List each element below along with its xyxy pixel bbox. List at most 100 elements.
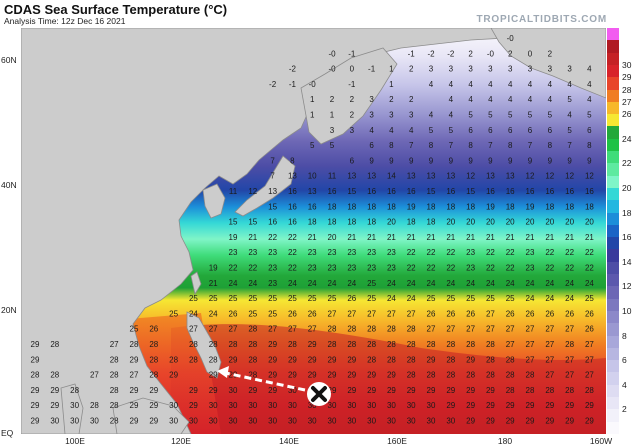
- sst-value: 23: [526, 248, 535, 257]
- sst-value: 2: [350, 95, 355, 104]
- sst-value: 24: [545, 294, 554, 303]
- sst-value: 29: [149, 386, 158, 395]
- sst-value: 16: [288, 187, 297, 196]
- sst-value: 25: [466, 294, 475, 303]
- sst-value: 0: [528, 49, 533, 58]
- sst-value: 29: [347, 386, 356, 395]
- track-arrowhead: [217, 366, 229, 378]
- colorbar-label: 26: [622, 109, 632, 120]
- sst-value: 1: [389, 65, 394, 74]
- sst-value: 28: [90, 401, 99, 410]
- sst-value: 29: [268, 371, 277, 380]
- sst-value: 24: [407, 294, 416, 303]
- sst-value: 1: [330, 111, 335, 120]
- sst-value: -0: [328, 49, 336, 58]
- sst-value: 29: [427, 386, 436, 395]
- sst-value: 16: [585, 187, 594, 196]
- x-icon: [307, 382, 331, 406]
- sst-value: 16: [565, 187, 574, 196]
- sst-value: 28: [248, 371, 257, 380]
- sst-value: 28: [585, 386, 594, 395]
- sst-value: 29: [130, 417, 139, 426]
- sst-value: 30: [248, 401, 257, 410]
- sst-value: 28: [407, 340, 416, 349]
- sst-value: 22: [288, 264, 297, 273]
- sst-value: 29: [130, 386, 139, 395]
- sst-value: 6: [528, 126, 533, 135]
- lon-label-120e: 120E: [171, 436, 191, 446]
- sst-value: 22: [585, 248, 594, 257]
- sst-value: 29: [50, 401, 59, 410]
- sst-value: 30: [446, 417, 455, 426]
- sst-value: 28: [328, 325, 337, 334]
- sst-value: 28: [189, 355, 198, 364]
- sst-value: 27: [585, 340, 594, 349]
- sst-value: 29: [50, 386, 59, 395]
- sst-value: 28: [387, 325, 396, 334]
- sst-value: 29: [407, 386, 416, 395]
- sst-value: 4: [429, 80, 434, 89]
- sst-value: 8: [587, 141, 592, 150]
- sst-value: 19: [209, 264, 218, 273]
- sst-value: 3: [488, 65, 493, 74]
- sst-value: 29: [328, 355, 337, 364]
- sst-value: 11: [229, 187, 238, 196]
- sst-value: 16: [407, 187, 416, 196]
- sst-value: 27: [526, 340, 535, 349]
- sst-value: 22: [427, 264, 436, 273]
- sst-value: 24: [387, 279, 396, 288]
- sst-value: 5: [528, 111, 533, 120]
- sst-value: 28: [110, 386, 119, 395]
- sst-value: 23: [387, 248, 396, 257]
- colorbar-swatch: [607, 89, 619, 103]
- sst-value: 30: [268, 401, 277, 410]
- sst-value: 24: [446, 279, 455, 288]
- sst-value: 29: [288, 355, 297, 364]
- colorbar-swatch: [607, 114, 619, 127]
- colorbar-swatch: [607, 384, 619, 398]
- sst-value: 28: [50, 371, 59, 380]
- sst-value: 5: [567, 95, 572, 104]
- sst-value: 16: [545, 187, 554, 196]
- sst-value: 26: [288, 309, 297, 318]
- colorbar-swatch: [607, 249, 619, 263]
- sst-value: 30: [328, 417, 337, 426]
- sst-value: 30: [288, 386, 297, 395]
- sst-value: 8: [548, 141, 553, 150]
- lat-label-eq: EQ: [1, 428, 14, 438]
- sst-value: 22: [506, 264, 515, 273]
- sst-value: 4: [528, 80, 533, 89]
- borneo: [112, 397, 190, 434]
- colorbar-swatch: [607, 360, 619, 373]
- colorbar-swatch: [607, 409, 619, 423]
- sst-value: 6: [468, 126, 473, 135]
- colorbar-swatch: [607, 175, 619, 189]
- sst-value: 4: [449, 80, 454, 89]
- sst-value: 26: [229, 309, 238, 318]
- sst-value: 23: [229, 248, 238, 257]
- colorbar-swatch: [607, 28, 619, 41]
- sst-value: 29: [545, 417, 554, 426]
- sst-value: 4: [508, 80, 513, 89]
- sst-value: 28: [288, 340, 297, 349]
- sst-value: 27: [486, 325, 495, 334]
- taiwan: [190, 271, 202, 296]
- map-title: CDAS Sea Surface Temperature (°C): [4, 2, 228, 17]
- sst-value: 21: [545, 233, 554, 242]
- sst-value: 4: [567, 80, 572, 89]
- sst-value: 1: [310, 95, 315, 104]
- colorbar-label: 28: [622, 84, 632, 95]
- sst-value: 7: [409, 141, 414, 150]
- sst-value: 29: [308, 371, 317, 380]
- sst-value: 4: [449, 95, 454, 104]
- sst-value: 23: [268, 264, 277, 273]
- sst-value: 28: [110, 355, 119, 364]
- sst-value: 27: [565, 325, 574, 334]
- colorbar-label: 14: [622, 256, 632, 267]
- sst-value: 21: [387, 233, 396, 242]
- sst-value: 15: [248, 218, 257, 227]
- sst-value: 29: [347, 355, 356, 364]
- sst-value: 16: [446, 187, 455, 196]
- sst-value: 24: [565, 294, 574, 303]
- sst-value: 27: [585, 355, 594, 364]
